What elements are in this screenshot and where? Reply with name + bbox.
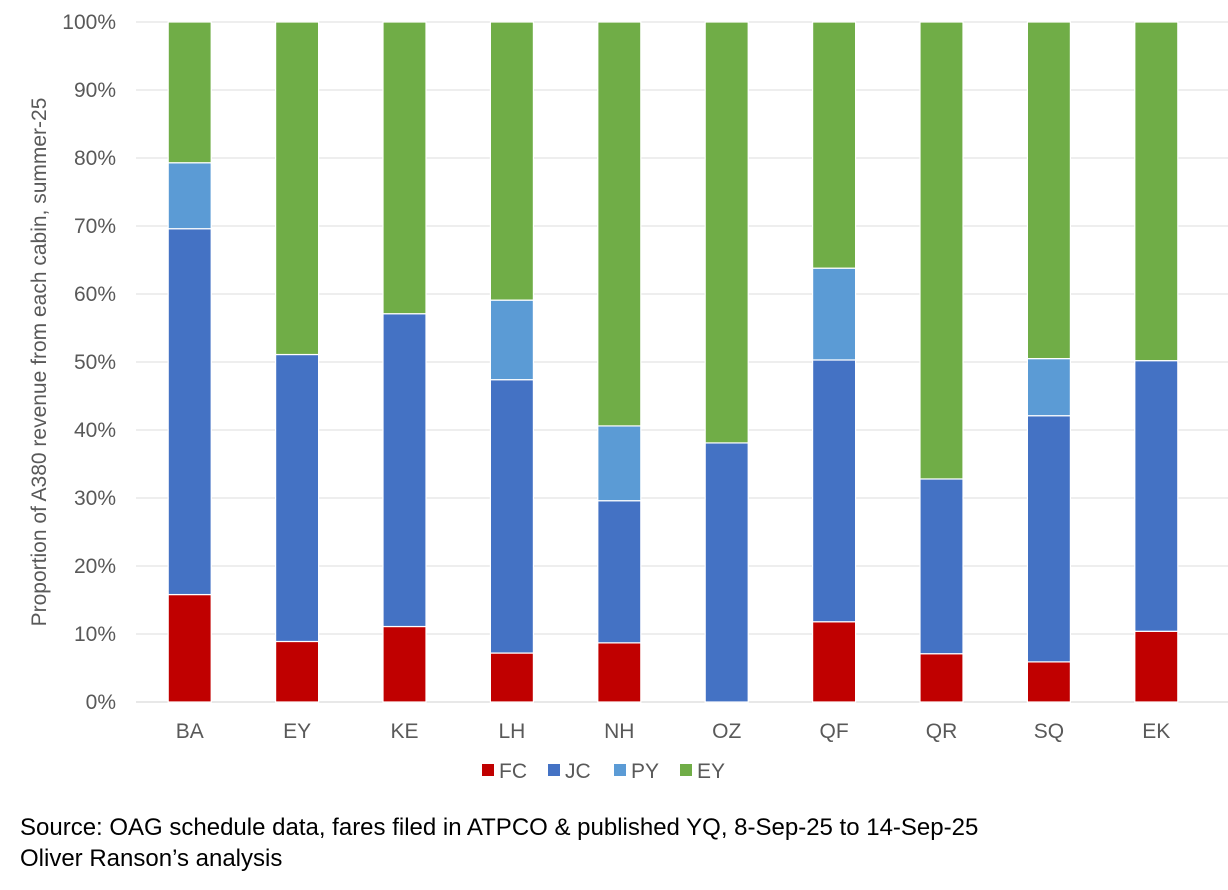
x-tick-label: LH [498, 720, 525, 743]
x-tick-label: EY [283, 720, 311, 743]
legend-label: FC [499, 760, 527, 783]
legend-item: FC [482, 760, 527, 783]
bar-segment-jc [489, 379, 534, 654]
bar-segment-ey [597, 21, 642, 427]
bar-segment-ey [811, 21, 857, 269]
x-tick-label: QF [820, 720, 849, 743]
bar-segment-fc [919, 653, 964, 703]
bar-segment-fc [382, 625, 427, 703]
bar-segment-fc [1134, 630, 1179, 703]
bar-segment-py [489, 299, 534, 381]
bar-segment-ey [704, 21, 749, 444]
legend-swatch [482, 764, 494, 776]
x-tick-label: KE [390, 720, 418, 743]
source-line: Source: OAG schedule data, fares filed i… [20, 814, 979, 841]
bar-segment-ey [919, 21, 964, 480]
bar-segment-jc [275, 353, 320, 643]
legend-label: EY [697, 760, 725, 783]
bar-segment-jc [704, 442, 749, 703]
bar-segment-py [1026, 358, 1072, 417]
y-tick-label: 20% [74, 555, 116, 578]
bars [167, 21, 1179, 703]
bar-segment-jc [1134, 360, 1179, 632]
legend-swatch [614, 764, 626, 776]
x-tick-label: EK [1142, 720, 1170, 743]
y-axis-label: Proportion of A380 revenue from each cab… [28, 98, 51, 627]
x-tick-label: SQ [1034, 720, 1064, 743]
x-tick-label: NH [604, 720, 634, 743]
bar-segment-fc [1026, 661, 1072, 703]
bar-segment-ey [275, 21, 320, 356]
bar-segment-fc [597, 642, 642, 703]
legend-swatch [680, 764, 692, 776]
bar-segment-jc [919, 478, 964, 655]
legend-item: EY [680, 760, 725, 783]
bar-segment-ey [489, 21, 534, 301]
bar-segment-fc [811, 621, 857, 703]
y-tick-label: 90% [74, 79, 116, 102]
analysis-credit: Oliver Ranson’s analysis [20, 845, 283, 872]
y-tick-label: 10% [74, 623, 116, 646]
bar-segment-ey [167, 21, 212, 164]
x-axis-ticks: BA EY KE LH NH OZ QF QR SQ EK [176, 720, 1171, 743]
bar-segment-py [811, 267, 857, 361]
y-tick-label: 30% [74, 487, 116, 510]
stacked-bar-chart: 0% 10% 20% 30% 40% 50% 60% 70% 80% 90% 100% BA EY KE… [28, 11, 1228, 783]
y-tick-label: 50% [74, 351, 116, 374]
x-tick-label: QR [926, 720, 958, 743]
bar-segment-ey [382, 21, 427, 315]
x-tick-label: OZ [712, 720, 741, 743]
y-tick-label: 80% [74, 147, 116, 170]
legend-swatch [548, 764, 560, 776]
bar-segment-jc [597, 500, 642, 644]
bar-segment-py [167, 162, 212, 230]
y-tick-label: 100% [62, 11, 116, 34]
bar-segment-jc [167, 228, 212, 596]
bar-segment-fc [275, 640, 320, 703]
bar-segment-jc [811, 359, 857, 623]
bar-segment-jc [1026, 415, 1072, 663]
bar-segment-jc [382, 313, 427, 628]
y-tick-label: 70% [74, 215, 116, 238]
bar-segment-py [597, 425, 642, 502]
legend: FC JC PY EY [482, 760, 725, 783]
bar-segment-ey [1026, 21, 1072, 360]
legend-item: PY [614, 760, 659, 783]
y-tick-label: 60% [74, 283, 116, 306]
bar-segment-fc [489, 652, 534, 703]
source-note: Source: OAG schedule data, fares filed i… [20, 812, 978, 874]
bar-segment-fc [167, 593, 212, 703]
y-tick-label: 0% [86, 691, 116, 714]
legend-label: JC [565, 760, 591, 783]
y-tick-label: 40% [74, 419, 116, 442]
y-axis-ticks: 0% 10% 20% 30% 40% 50% 60% 70% 80% 90% 100% [62, 11, 116, 714]
bar-segment-ey [1134, 21, 1179, 362]
x-tick-label: BA [176, 720, 204, 743]
legend-item: JC [548, 760, 591, 783]
legend-label: PY [631, 760, 659, 783]
